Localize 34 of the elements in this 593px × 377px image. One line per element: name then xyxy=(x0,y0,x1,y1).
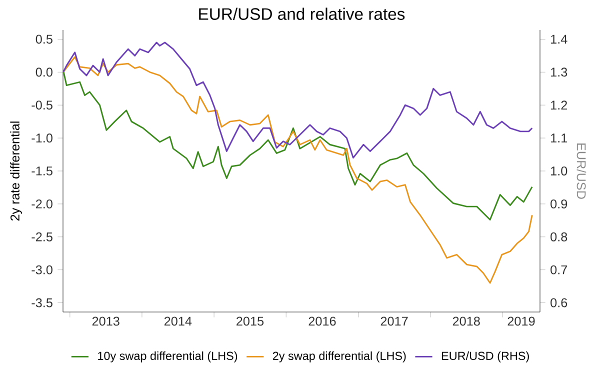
y-tick-label: 0.0 xyxy=(36,68,52,77)
y-tick-label: -3.5 xyxy=(32,298,52,308)
y2-tick-label: 1.0 xyxy=(551,166,568,176)
chart-title: EUR/USD and relative rates xyxy=(199,8,405,20)
line-series xyxy=(63,69,533,220)
y2-tick-label: 0.8 xyxy=(550,232,568,242)
y-tick-label: -2.0 xyxy=(32,199,52,208)
y2-tick-label: 0.9 xyxy=(550,199,568,208)
y2-tick-label: 1.2 xyxy=(551,100,568,110)
y2-tick-label: 0.7 xyxy=(550,265,568,274)
y-tick-label: -1.0 xyxy=(32,134,52,143)
y2-tick-label: 1.4 xyxy=(551,34,568,44)
line-series xyxy=(63,56,533,284)
y2-tick-label: 1.3 xyxy=(551,68,568,77)
x-tick-label: 2015 xyxy=(236,316,264,326)
legend-label: 2y swap differential (LHS) xyxy=(272,351,406,362)
y-tick-label: -1.5 xyxy=(32,166,52,176)
x-tick-label: 2019 xyxy=(508,316,535,326)
x-tick-label: 2014 xyxy=(164,316,192,326)
y2-tick-label: 0.6 xyxy=(550,298,568,308)
x-tick-label: 2016 xyxy=(308,316,336,326)
y-tick-label: 0.5 xyxy=(36,34,52,44)
x-tick-label: 2013 xyxy=(92,316,120,326)
line-series xyxy=(63,42,533,159)
y2-tick-label: 1.1 xyxy=(551,134,568,142)
y-tick-label: -2.5 xyxy=(32,232,52,242)
x-tick-label: 2018 xyxy=(452,316,480,326)
y-axis-title: 2y rate differential xyxy=(10,122,22,221)
y-tick-label: -3.0 xyxy=(32,265,52,274)
y-tick-label: -0.5 xyxy=(32,100,52,110)
legend-label: 10y swap differential (LHS) xyxy=(98,351,238,362)
x-tick-label: 2017 xyxy=(380,316,408,326)
y2-axis-title: EUR/USD xyxy=(576,144,586,199)
legend-label: EUR/USD (RHS) xyxy=(442,351,529,362)
